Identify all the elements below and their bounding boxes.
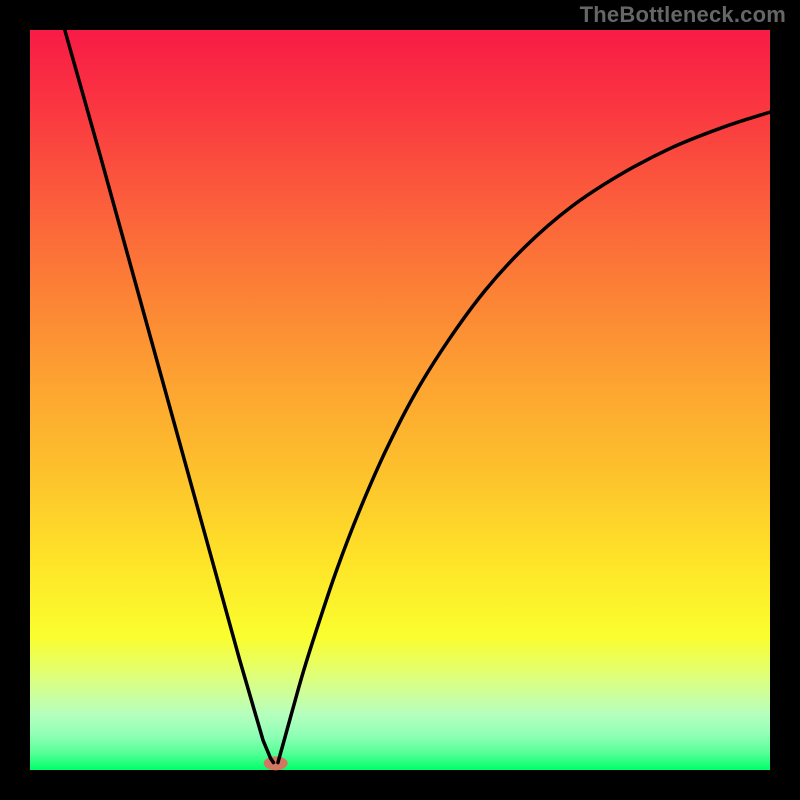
- bottleneck-chart: [0, 0, 800, 800]
- minimum-marker: [264, 756, 288, 770]
- chart-container: TheBottleneck.com: [0, 0, 800, 800]
- watermark-label: TheBottleneck.com: [580, 2, 786, 28]
- plot-area: [30, 30, 770, 770]
